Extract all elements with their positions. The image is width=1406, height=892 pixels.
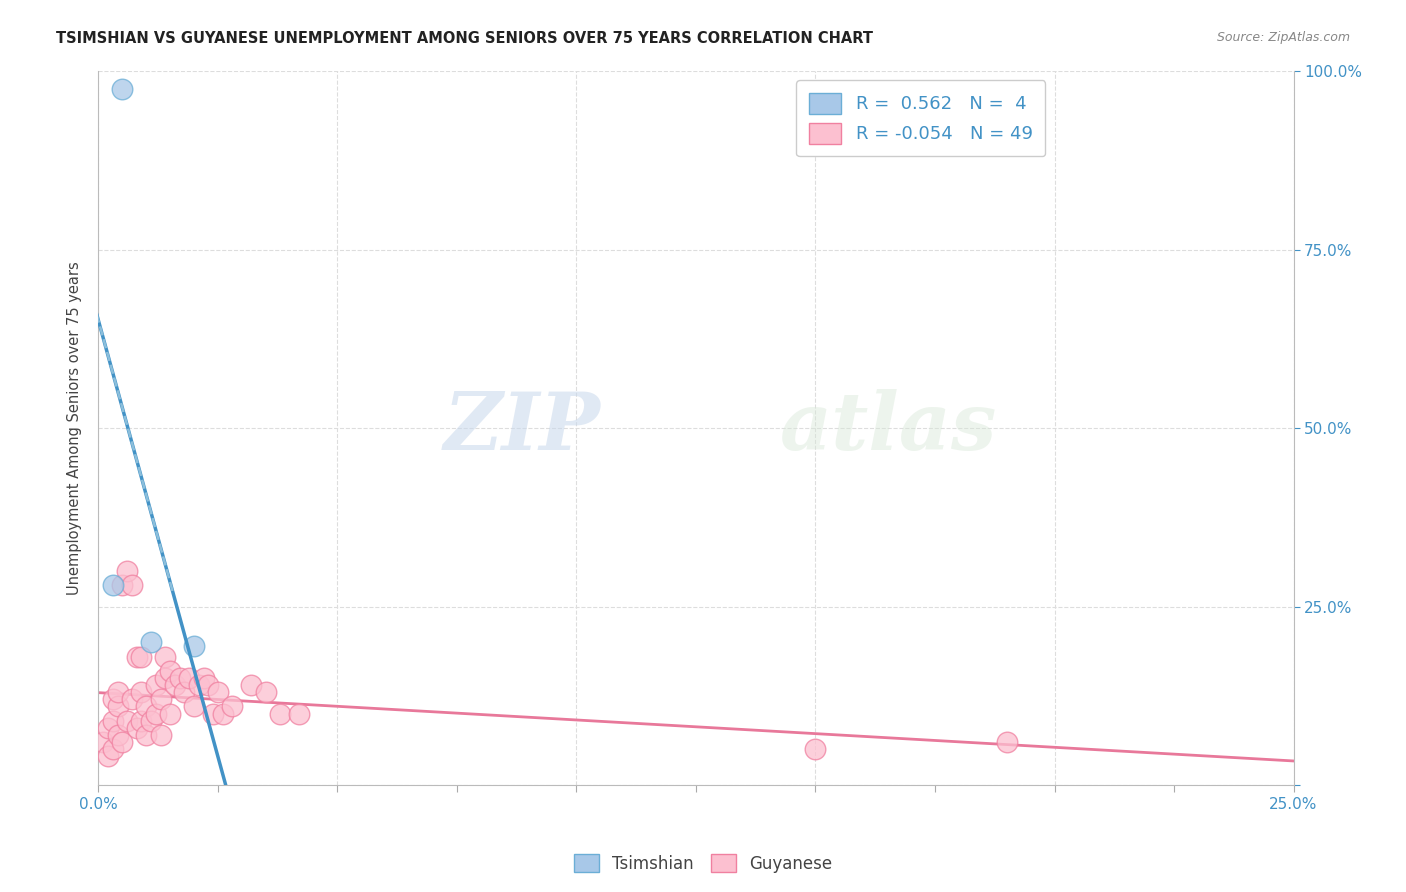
Legend: R =  0.562   N =  4, R = -0.054   N = 49: R = 0.562 N = 4, R = -0.054 N = 49 [796,80,1046,156]
Point [111,578,134,592]
Point [163,678,186,692]
Point [135,728,157,742]
Point [111,82,134,96]
Point [131,714,153,728]
Point [135,699,157,714]
Point [125,721,148,735]
Point [97,721,120,735]
Point [101,714,124,728]
Point [131,685,153,699]
Point [179,671,201,685]
Y-axis label: Unemployment Among Seniors over 75 years: Unemployment Among Seniors over 75 years [67,261,83,595]
Point [221,699,243,714]
Text: atlas: atlas [779,390,997,467]
Point [995,735,1018,749]
Point [187,678,209,692]
Point [183,639,205,653]
Point [173,685,195,699]
Point [145,706,167,721]
Point [240,678,263,692]
Point [91,735,114,749]
Point [211,706,233,721]
Point [145,678,167,692]
Text: ZIP: ZIP [443,390,600,467]
Text: Source: ZipAtlas.com: Source: ZipAtlas.com [1216,31,1350,45]
Legend: Tsimshian, Guyanese: Tsimshian, Guyanese [567,847,839,880]
Point [97,749,120,764]
Point [115,714,138,728]
Point [254,685,277,699]
Point [115,564,138,578]
Point [288,706,311,721]
Point [101,578,124,592]
Point [183,699,205,714]
Point [121,692,143,706]
Point [804,742,827,756]
Point [149,728,172,742]
Point [197,678,219,692]
Point [107,728,129,742]
Point [107,685,129,699]
Point [139,635,162,649]
Point [131,649,153,664]
Point [155,649,177,664]
Point [149,692,172,706]
Point [207,685,229,699]
Point [107,699,129,714]
Point [111,735,134,749]
Point [159,664,181,678]
Point [101,742,124,756]
Point [155,671,177,685]
Point [121,578,143,592]
Point [101,692,124,706]
Point [169,671,191,685]
Point [202,706,225,721]
Point [159,706,181,721]
Point [193,671,215,685]
Point [125,649,148,664]
Point [269,706,291,721]
Text: TSIMSHIAN VS GUYANESE UNEMPLOYMENT AMONG SENIORS OVER 75 YEARS CORRELATION CHART: TSIMSHIAN VS GUYANESE UNEMPLOYMENT AMONG… [56,31,873,46]
Point [139,714,162,728]
